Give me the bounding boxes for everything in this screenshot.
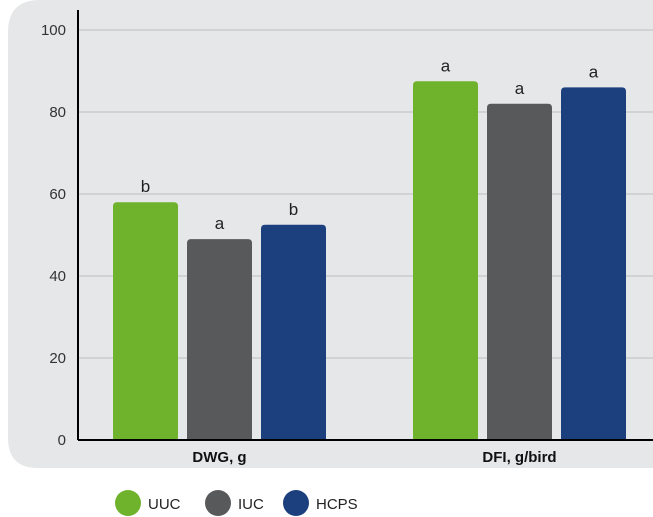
category-labels: DWG, g DFI, g/bird xyxy=(192,449,556,466)
significance-label-hcps-1: a xyxy=(589,62,599,81)
legend-swatch-hcps xyxy=(283,490,309,516)
y-tick-label-20: 20 xyxy=(49,350,66,367)
legend-label-uuc: UUC xyxy=(148,496,181,513)
y-tick-labels: 0 20 40 60 80 100 xyxy=(41,22,66,449)
y-tick-label-40: 40 xyxy=(49,268,66,285)
y-tick-label-60: 60 xyxy=(49,186,66,203)
legend-label-iuc: IUC xyxy=(238,496,264,513)
significance-label-iuc-1: a xyxy=(515,79,525,98)
bar-uuc-0 xyxy=(113,202,178,440)
y-tick-label-0: 0 xyxy=(58,432,66,449)
legend-label-hcps: HCPS xyxy=(316,496,358,513)
chart-panel-background xyxy=(8,0,653,468)
legend: UUC IUC HCPS xyxy=(115,490,358,516)
bars xyxy=(113,81,626,441)
category-label-0: DWG, g xyxy=(192,449,246,466)
bar-hcps-1 xyxy=(561,87,626,441)
significance-label-iuc-0: a xyxy=(215,214,225,233)
category-label-1: DFI, g/bird xyxy=(482,449,556,466)
y-tick-label-80: 80 xyxy=(49,104,66,121)
bar-hcps-0 xyxy=(261,224,326,440)
bar-iuc-0 xyxy=(187,239,252,440)
legend-swatch-iuc xyxy=(205,490,231,516)
bar-iuc-1 xyxy=(487,103,552,441)
bar-uuc-1 xyxy=(413,81,478,440)
significance-label-hcps-0: b xyxy=(289,200,298,219)
significance-labels: b a b a a a xyxy=(141,56,599,233)
significance-label-uuc-1: a xyxy=(441,56,451,75)
significance-label-uuc-0: b xyxy=(141,177,150,196)
legend-swatch-uuc xyxy=(115,490,141,516)
y-tick-label-100: 100 xyxy=(41,22,66,39)
